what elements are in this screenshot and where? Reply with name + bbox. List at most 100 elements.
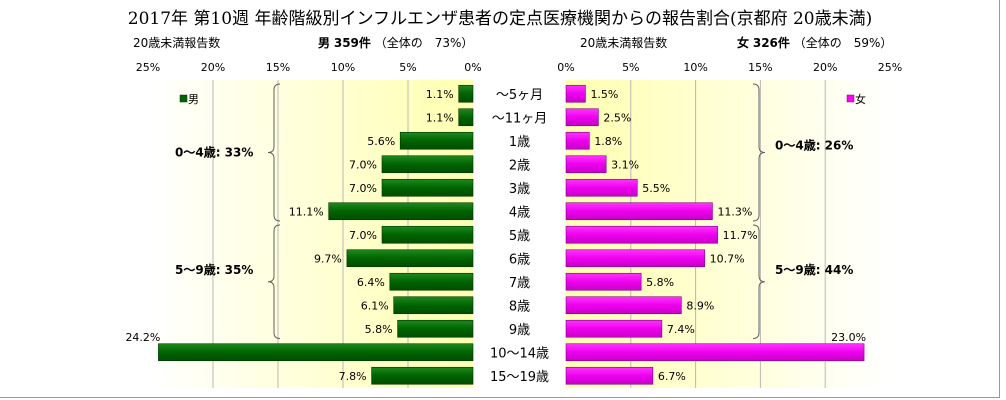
male-tick-label: 10%	[331, 61, 355, 74]
male-bar	[158, 343, 474, 362]
category-label: 7歳	[509, 276, 530, 291]
female-bar	[565, 343, 865, 362]
category-label: 10～14歳	[490, 346, 549, 361]
female-data-label: 1.8%	[594, 135, 622, 148]
category-label: 3歳	[509, 182, 530, 197]
male-bar	[393, 296, 474, 315]
female-bar	[565, 366, 654, 385]
male-bar	[381, 178, 474, 197]
male-data-label: 7.8%	[339, 370, 367, 383]
male-data-label: 7.0%	[349, 229, 377, 242]
category-label: 8歳	[509, 299, 530, 314]
female-data-label: 5.8%	[646, 276, 674, 289]
male-bar	[381, 225, 474, 244]
category-label: 15～19歳	[490, 370, 549, 385]
category-label: 4歳	[509, 205, 530, 220]
male-bar	[458, 84, 474, 103]
female-data-label: 8.9%	[686, 299, 714, 312]
female-tick-label: 20%	[813, 61, 837, 74]
male-data-label: 11.1%	[289, 205, 324, 218]
male-tick-label: 0%	[464, 61, 481, 74]
male-bar	[397, 319, 474, 338]
female-tick-label: 15%	[748, 61, 772, 74]
female-data-label: 5.5%	[642, 182, 670, 195]
female-bar	[565, 249, 705, 268]
female-count: 326件	[752, 36, 790, 50]
left-axis-label: 20歳未満報告数	[133, 36, 221, 50]
category-label: 9歳	[509, 323, 530, 338]
male-tick-label: 15%	[266, 61, 290, 74]
female-share: （全体の 59%）	[793, 36, 893, 50]
male-bar	[399, 131, 474, 150]
female-tick-label: 10%	[683, 61, 707, 74]
female-data-label: 23.0%	[831, 331, 866, 344]
female-data-label: 11.3%	[717, 205, 752, 218]
male-data-label: 7.0%	[349, 182, 377, 195]
female-bar	[565, 202, 713, 221]
male-gender-label: 男	[318, 36, 331, 50]
female-data-label: 2.5%	[603, 111, 631, 124]
male-bar	[381, 155, 474, 174]
female-brace-0-4	[752, 83, 766, 222]
female-data-label: 10.7%	[710, 252, 745, 265]
category-label: 5歳	[509, 229, 530, 244]
male-count: 359件	[333, 36, 371, 50]
category-label: 1歳	[509, 135, 530, 150]
male-brace-0-4	[267, 83, 281, 222]
male-tick-label: 25%	[136, 61, 160, 74]
female-data-label: 1.5%	[590, 88, 618, 101]
category-label: ～11ヶ月	[492, 111, 548, 126]
male-data-label: 24.2%	[125, 331, 160, 344]
female-bar	[565, 108, 599, 127]
female-legend-swatch	[846, 94, 855, 103]
male-bar	[328, 202, 474, 221]
female-annotation-0-4: 0～4歳: 26%	[775, 138, 853, 153]
category-label: 2歳	[509, 158, 530, 173]
female-bar	[565, 155, 607, 174]
male-data-label: 6.4%	[357, 276, 385, 289]
male-data-label: 1.1%	[426, 88, 454, 101]
male-tick-label: 20%	[201, 61, 225, 74]
male-data-label: 5.6%	[367, 135, 395, 148]
male-data-label: 9.7%	[314, 252, 342, 265]
female-bar	[565, 131, 590, 150]
female-tick-label: 25%	[878, 61, 902, 74]
female-bar	[565, 296, 682, 315]
male-data-label: 1.1%	[426, 111, 454, 124]
female-tick-label: 5%	[622, 61, 639, 74]
male-bar	[371, 366, 474, 385]
chart-title: 2017年 第10週 年齢階級別インフルエンザ患者の定点医療機関からの報告割合(…	[127, 9, 873, 29]
female-data-label: 6.7%	[658, 370, 686, 383]
male-bar	[389, 272, 474, 291]
male-data-label: 7.0%	[349, 158, 377, 171]
male-data-label: 6.1%	[361, 299, 389, 312]
female-tick-label: 0%	[557, 61, 574, 74]
female-brace-5-9	[752, 224, 766, 339]
female-count-header: 女 326件 （全体の 59%）	[737, 34, 892, 51]
male-annotation-5-9: 5～9歳: 35%	[175, 262, 253, 277]
category-label: ～5ヶ月	[496, 88, 543, 103]
right-axis-label: 20歳未満報告数	[580, 36, 668, 50]
male-bar	[458, 108, 474, 127]
male-brace-5-9	[267, 224, 281, 339]
female-data-label: 3.1%	[611, 158, 639, 171]
male-bar	[346, 249, 474, 268]
female-bar	[565, 84, 586, 103]
male-tick-label: 5%	[399, 61, 416, 74]
female-gender-label: 女	[737, 36, 750, 50]
male-data-label: 5.8%	[365, 323, 393, 336]
female-legend-label: 女	[855, 92, 866, 106]
female-bar	[565, 225, 718, 244]
male-legend-swatch	[179, 94, 188, 103]
female-bar	[565, 319, 663, 338]
male-legend-label: 男	[188, 93, 199, 106]
female-bar	[565, 272, 642, 291]
female-data-label: 7.4%	[667, 323, 695, 336]
male-share: （全体の 73%）	[374, 36, 474, 50]
female-annotation-5-9: 5～9歳: 44%	[775, 262, 853, 277]
female-bar	[565, 178, 638, 197]
male-annotation-0-4: 0～4歳: 33%	[175, 145, 253, 160]
female-data-label: 11.7%	[723, 229, 758, 242]
